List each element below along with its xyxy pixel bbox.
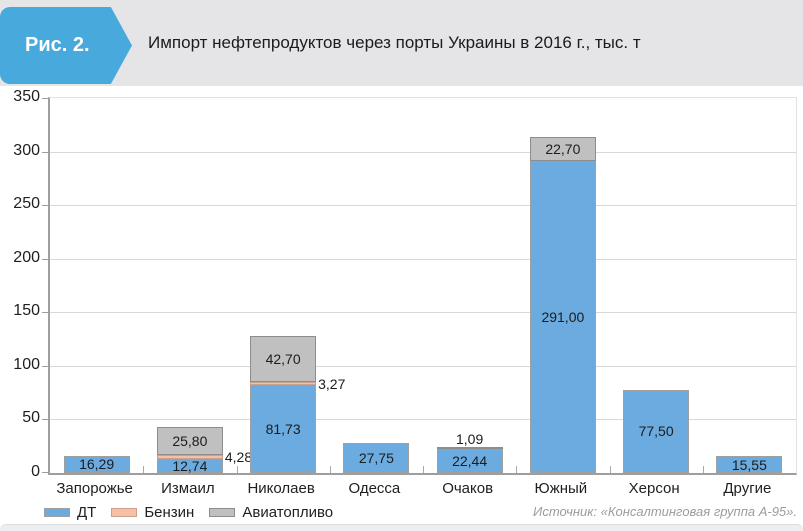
bar-value-label: 77,50 [638,423,674,440]
y-axis-label: 250 [13,195,40,213]
y-axis-label: 150 [13,302,40,320]
gridline [50,419,796,421]
x-axis-label: Измаил [161,480,215,497]
y-axis-tick [42,98,48,99]
legend-swatch-ДТ [44,508,70,517]
y-axis-tick [42,365,48,367]
x-axis-label: Одесса [348,480,401,497]
x-axis-tick [516,466,518,473]
legend-item-Бензин: Бензин [111,504,194,521]
bar-segment-ДТ: 291,00 [529,161,596,473]
y-axis-tick [42,205,48,207]
bar-segment-Авиатопливо: 25,80 [156,427,223,455]
x-axis-tick [702,466,704,473]
x-axis-label: Очаков [442,480,494,497]
y-axis-label: 200 [13,248,40,266]
x-axis-tick [236,466,238,473]
source-note: Источник: «Консалтинговая группа А-95». [533,504,797,519]
bar-value-label: 42,70 [265,351,301,368]
bar-segment-ДТ: 12,74 [156,458,223,475]
legend-item-ДТ: ДТ [44,504,96,521]
y-axis-tick [42,258,48,260]
x-axis-tick [329,466,331,473]
chart-title: Импорт нефтепродуктов через порты Украин… [148,33,641,52]
bar-slot: 16,29 [50,98,143,473]
y-axis-label: 300 [13,141,40,159]
y-axis-label: 350 [13,88,40,105]
bar-slot: 15,55 [703,98,796,473]
bar-slot: 77,50 [610,98,703,473]
legend-swatch-Бензин [111,508,138,517]
legend-item-Авиатопливо: Авиатопливо [209,504,333,521]
bar-slot: 27,75 [330,98,423,473]
bar-value-label: 22,70 [545,141,581,158]
x-axis-label: Запорожье [56,480,133,497]
figure-label: Рис. 2. [25,34,90,56]
bar-segment-Авиатопливо: 1,09 [436,431,503,449]
bar-value-label: 4,28 [224,449,253,466]
bar-value-label: 1,09 [456,430,484,447]
gridline [50,365,796,367]
bar-value-label: 22,44 [452,452,488,469]
bar-value-label: 291,00 [541,309,585,326]
x-axis-tick [609,466,611,473]
bar-value-label: 25,80 [172,432,208,449]
legend-label: ДТ [77,504,97,521]
y-axis-tick [42,419,48,421]
gridline [50,258,796,260]
y-axis-tick [42,472,48,473]
gridline [50,312,796,314]
legend-swatch-Авиатопливо [209,508,236,517]
bar-segment-ДТ: 81,73 [250,385,317,473]
y-axis-tick [42,312,48,314]
bar-value-label: 27,75 [358,450,394,467]
y-axis-label: 50 [22,409,40,427]
bar-value-label: 3,27 [318,375,346,392]
bar-segment-ДТ: 16,29 [63,455,130,473]
x-axis-label: Николаев [247,480,315,497]
legend-label: Бензин [144,504,195,521]
bar-segment-ДТ: 22,44 [436,448,503,473]
figure-header: Рис. 2. Импорт нефтепродуктов через порт… [0,0,803,86]
bar-value-label: 81,73 [265,421,301,438]
bar-segment-Авиатопливо: 22,70 [529,136,596,162]
bar-slot: 12,74 4,28 25,80 [143,98,252,475]
bar-value-label: 12,74 [172,458,208,475]
x-axis-label: Другие [723,480,772,497]
footer-strip [0,524,803,531]
bar-segment-ДТ: 15,55 [716,456,783,473]
x-axis-label: Южный [534,480,588,497]
bar-segment-Бензин: 3,27 [250,376,345,392]
bar-segment-Авиатопливо: 42,70 [250,336,317,382]
bar-slot: 22,44 1,09 [423,98,516,473]
bar-segment-ДТ: 27,75 [343,443,410,473]
bar-value-label: 15,55 [731,456,767,473]
x-axis-label: Херсон [628,480,680,497]
plot-area: 16,29 12,74 4,28 25,80 81,73 3,27 42,70 27,75 22… [42,97,797,475]
chart-legend: ДТ Бензин Авиатопливо [44,504,333,521]
figure-badge: Рис. 2. [0,7,132,84]
bar-slot: 81,73 3,27 42,70 [237,98,345,473]
gridline [50,205,796,207]
bar-segment-Бензин: 4,28 [156,449,252,465]
gridline [50,151,796,153]
y-axis-label: 0 [31,463,40,480]
bar-segment-ДТ: 77,50 [623,389,690,473]
bar-value-label: 16,29 [79,456,115,473]
bar-slot: 291,00 22,70 [516,98,609,473]
y-axis-label: 100 [13,355,40,373]
x-axis-tick [143,466,145,473]
y-axis-tick [42,151,48,153]
x-axis-tick [423,466,424,473]
legend-label: Авиатопливо [242,504,334,521]
